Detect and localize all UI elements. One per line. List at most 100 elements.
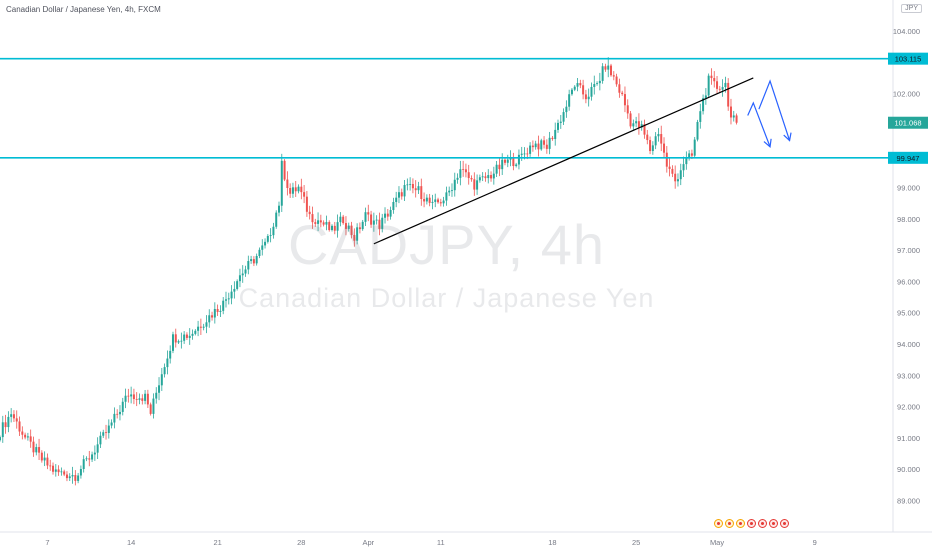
- candle: [63, 471, 66, 475]
- candle: [576, 83, 579, 87]
- candle: [308, 211, 311, 215]
- resistance-price-tag: [888, 52, 928, 65]
- candle: [199, 326, 202, 328]
- event-icon[interactable]: [769, 519, 778, 528]
- candle: [579, 83, 582, 86]
- candle: [596, 83, 599, 85]
- candle: [183, 334, 186, 341]
- candle: [690, 153, 693, 156]
- candle: [194, 330, 197, 334]
- candle: [43, 457, 46, 461]
- candle: [640, 124, 643, 128]
- candle: [261, 245, 264, 250]
- candle: [531, 145, 534, 148]
- candle: [646, 134, 649, 141]
- candle: [29, 436, 32, 442]
- event-icon[interactable]: [758, 519, 767, 528]
- currency-tag[interactable]: JPY: [901, 4, 922, 13]
- candle: [160, 374, 163, 386]
- candle: [102, 432, 105, 436]
- event-icon[interactable]: [736, 519, 745, 528]
- candle: [437, 199, 440, 203]
- x-tick-label: Apr: [362, 538, 374, 547]
- candle: [96, 444, 99, 453]
- candle: [704, 95, 707, 99]
- candle: [453, 179, 456, 191]
- candle: [328, 222, 331, 231]
- candle: [26, 436, 29, 438]
- last-price-tag: [888, 116, 928, 129]
- candle: [91, 454, 94, 460]
- candle: [378, 219, 381, 229]
- candle: [637, 121, 640, 128]
- y-tick-label: 89.000: [897, 496, 920, 505]
- candle: [49, 465, 52, 467]
- candle: [573, 86, 576, 90]
- candle: [545, 144, 548, 149]
- candle: [339, 216, 342, 223]
- candle: [250, 259, 253, 262]
- candle: [121, 401, 124, 412]
- candle: [562, 112, 565, 122]
- candle: [233, 288, 236, 292]
- candle: [478, 177, 481, 181]
- candle: [4, 422, 7, 428]
- candle: [32, 441, 35, 453]
- candle: [291, 187, 294, 194]
- candle: [219, 310, 222, 312]
- candle: [54, 469, 57, 472]
- candle: [551, 137, 554, 140]
- event-icon[interactable]: [747, 519, 756, 528]
- candle: [481, 176, 484, 178]
- candle: [185, 334, 188, 338]
- candle: [657, 134, 660, 137]
- candle: [590, 86, 593, 97]
- x-tick-label: 9: [813, 538, 817, 547]
- candle: [476, 180, 479, 190]
- event-icon[interactable]: [725, 519, 734, 528]
- candle: [107, 425, 110, 433]
- candle: [124, 395, 127, 402]
- candle: [146, 393, 149, 405]
- candle: [724, 82, 727, 88]
- candle: [350, 225, 353, 235]
- candle: [224, 299, 227, 301]
- candle: [38, 447, 41, 453]
- candle: [570, 89, 573, 95]
- candle: [512, 157, 515, 167]
- candle: [414, 188, 417, 191]
- candle: [46, 457, 49, 466]
- event-icon[interactable]: [780, 519, 789, 528]
- chart-header: Canadian Dollar / Japanese Yen, 4h, FXCM: [6, 5, 161, 14]
- candle: [110, 422, 113, 426]
- candle: [216, 308, 219, 312]
- y-tick-label: 97.000: [897, 246, 920, 255]
- candle: [353, 234, 356, 241]
- event-icon[interactable]: [714, 519, 723, 528]
- last-price-label: 101.068: [894, 119, 921, 128]
- x-tick-label: 11: [437, 538, 445, 547]
- candle: [7, 416, 10, 428]
- candle: [180, 340, 183, 342]
- candle: [105, 432, 108, 434]
- candle: [540, 140, 543, 150]
- candle: [403, 185, 406, 197]
- candle: [718, 88, 721, 90]
- candle: [400, 192, 403, 197]
- candle: [280, 160, 283, 206]
- economic-events[interactable]: [714, 519, 789, 528]
- candle: [18, 421, 21, 432]
- candle: [420, 186, 423, 200]
- candle: [297, 186, 300, 192]
- candle: [356, 227, 359, 241]
- candle: [607, 65, 610, 70]
- candle: [347, 225, 350, 229]
- candle: [618, 84, 621, 93]
- candle: [10, 414, 13, 417]
- candle: [450, 190, 453, 192]
- candle: [311, 214, 314, 223]
- candle: [211, 315, 214, 318]
- x-tick-label: 28: [297, 538, 305, 547]
- candle: [729, 106, 732, 118]
